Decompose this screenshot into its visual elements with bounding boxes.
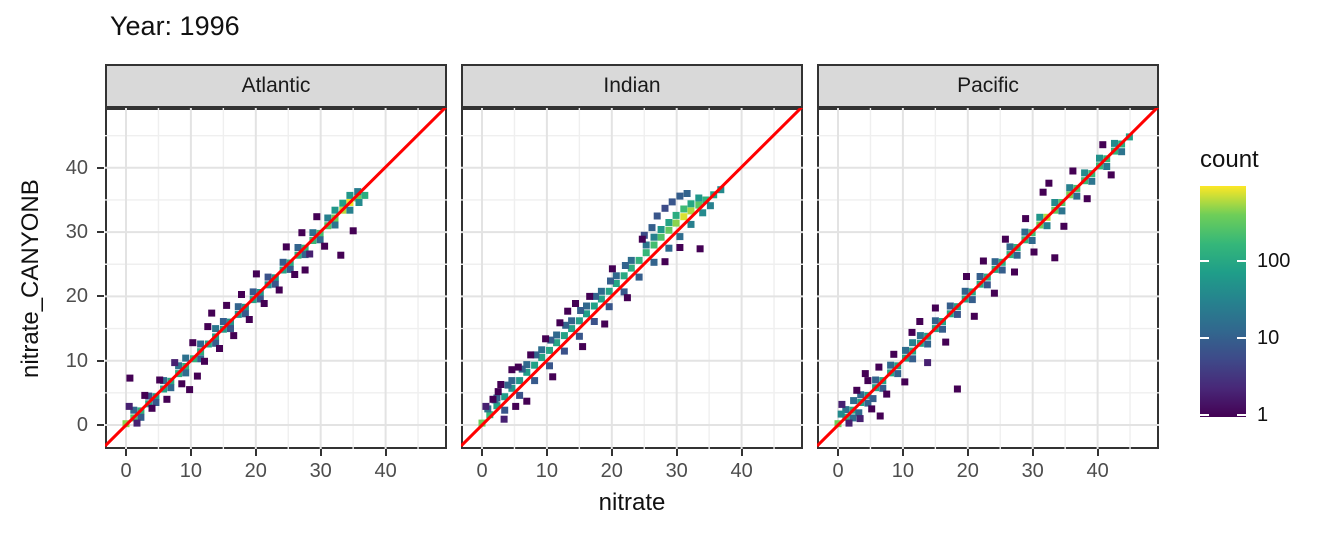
x-tick-mark <box>675 449 678 456</box>
facet-strip-pacific: Pacific <box>817 64 1159 108</box>
x-tick-mark <box>481 449 483 456</box>
x-tick-mark <box>1096 449 1099 456</box>
legend-tick-label: 100 <box>1257 250 1291 273</box>
x-tick-mark <box>384 449 387 456</box>
x-tick-label: 10 <box>179 460 203 482</box>
x-tick-label: 30 <box>665 460 688 482</box>
legend: count 100 10 1 <box>1199 146 1344 446</box>
legend-title: count <box>1200 146 1259 173</box>
x-tick-label: 10 <box>891 460 915 482</box>
x-tick-label: 0 <box>120 460 132 482</box>
x-tick-label: 20 <box>956 460 979 482</box>
x-axis-title: nitrate <box>598 489 666 516</box>
legend-tick-mark <box>1237 413 1246 416</box>
x-tick-label: 30 <box>309 460 332 482</box>
y-tick-mark <box>97 295 104 298</box>
identity-line <box>817 108 1159 448</box>
y-tick-mark <box>97 166 104 169</box>
y-tick-label: 30 <box>65 221 88 244</box>
x-tick-label: 40 <box>730 460 753 482</box>
x-tick-mark <box>319 449 322 456</box>
x-tick-label: 40 <box>1086 460 1109 482</box>
identity-line <box>105 108 447 448</box>
plot-title: Year: 1996 <box>110 11 240 41</box>
x-tick-mark <box>125 449 127 456</box>
x-axis-ticks-indian: 0 10 20 30 40 <box>461 449 803 489</box>
x-tick-mark <box>901 449 904 456</box>
facet-panel-indian <box>461 108 803 449</box>
x-tick-mark <box>837 449 839 456</box>
legend-colorbar <box>1200 186 1246 417</box>
x-tick-label: 0 <box>476 460 488 482</box>
x-tick-mark <box>966 449 969 456</box>
x-tick-label: 30 <box>1021 460 1044 482</box>
legend-tick-label: 10 <box>1257 326 1280 349</box>
y-tick-label: 40 <box>65 156 88 179</box>
x-tick-label: 20 <box>244 460 267 482</box>
x-tick-mark <box>610 449 613 456</box>
y-tick-label: 0 <box>76 414 88 436</box>
gridlines <box>461 108 803 449</box>
legend-tick-mark <box>1200 336 1209 339</box>
y-tick-label: 20 <box>65 285 88 308</box>
bin2d-layer <box>478 186 725 427</box>
y-tick-mark <box>97 359 104 362</box>
legend-tick-label: 1 <box>1257 403 1269 426</box>
x-tick-label: 10 <box>535 460 559 482</box>
facet-panel-atlantic <box>105 108 447 449</box>
y-axis-ticks: 0 10 20 30 40 <box>0 108 105 449</box>
identity-line <box>461 108 803 448</box>
x-tick-mark <box>740 449 743 456</box>
facet-panel-pacific <box>817 108 1159 449</box>
x-tick-label: 20 <box>600 460 623 482</box>
x-tick-label: 40 <box>374 460 397 482</box>
legend-tick-mark <box>1237 336 1246 339</box>
panel-canvas-indian <box>461 108 803 449</box>
x-tick-mark <box>545 449 548 456</box>
x-axis-ticks-atlantic: 0 10 20 30 40 <box>105 449 447 489</box>
legend-tick-mark <box>1200 413 1209 416</box>
panel-canvas-pacific <box>817 108 1159 449</box>
y-tick-label: 10 <box>65 349 88 372</box>
panel-canvas-atlantic <box>105 108 447 449</box>
legend-tick-mark <box>1237 260 1246 263</box>
x-axis-ticks-pacific: 0 10 20 30 40 <box>817 449 1159 489</box>
legend-tick-mark <box>1200 260 1209 263</box>
x-tick-mark <box>1031 449 1034 456</box>
y-tick-mark <box>97 424 104 426</box>
facet-strip-atlantic: Atlantic <box>105 64 447 108</box>
facet-strip-indian: Indian <box>461 64 803 108</box>
x-tick-mark <box>189 449 192 456</box>
y-tick-mark <box>97 231 104 234</box>
x-tick-label: 0 <box>832 460 844 482</box>
x-tick-mark <box>254 449 257 456</box>
